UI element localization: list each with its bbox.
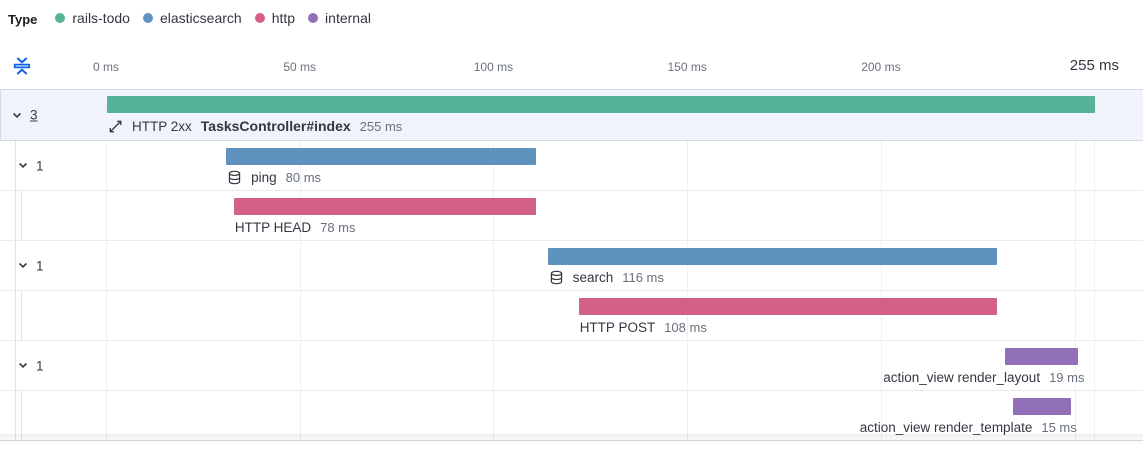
span-label: HTTP 2xx TasksController#index 255 ms [108,116,402,136]
legend-item-label: elasticsearch [159,10,242,26]
legend-item-internal[interactable]: internal [308,10,371,26]
span-bar[interactable] [107,96,1095,113]
toggle-count: 1 [36,358,44,373]
legend-item-rails-todo[interactable]: rails-todo [55,10,130,26]
span-bar[interactable] [1004,348,1079,365]
span-bar[interactable] [233,198,537,215]
span-name: search [572,269,614,285]
span-duration: 19 ms [1049,369,1085,385]
axis-tick-label: 100 ms [473,60,514,74]
gridline [299,90,301,441]
span-bar[interactable] [578,298,998,315]
legend-items: rails-todo elasticsearch http internal [55,10,384,28]
legend-title: Type [8,11,38,27]
legend-item-label: rails-todo [72,10,130,26]
fold-button[interactable] [9,53,35,79]
timeline-axis: 0 ms 50 ms 100 ms 150 ms 200 ms 255 ms [0,50,1143,89]
span-name: ping [251,169,277,185]
waterfall-row-search[interactable]: 1 search 116 ms [0,241,1143,291]
span-bar[interactable] [226,148,537,165]
accordion-toggle[interactable]: 3 [11,108,38,123]
waterfall-row-transaction[interactable]: 3 HTTP 2xx TasksController#index 255 ms [0,90,1143,141]
span-duration: 255 ms [359,118,403,134]
span-label: search 116 ms [549,267,664,287]
chevron-down-icon [17,160,29,172]
chevron-down-icon [17,360,29,372]
waterfall-row-http-post[interactable]: HTTP POST 108 ms [0,291,1143,341]
span-duration: 116 ms [622,269,664,285]
waterfall-row-http-head[interactable]: HTTP HEAD 78 ms [0,191,1143,241]
axis-tick-label: 200 ms [861,60,901,74]
indent-guide [15,291,16,340]
gridline [1074,90,1076,441]
indent-guide [15,341,16,390]
span-duration: 108 ms [664,319,707,335]
gridline [106,90,107,441]
legend-item-http[interactable]: http [254,10,296,26]
toggle-count: 3 [30,107,38,123]
indent-guide [15,191,16,240]
waterfall-row-ping[interactable]: 1 ping 80 ms [0,141,1143,191]
indent-guide [15,241,16,290]
span-bar[interactable] [1012,398,1071,415]
indent-guide [21,391,22,440]
legend-item-elasticsearch[interactable]: elasticsearch [142,10,242,26]
waterfall-row-action-view-render-layout[interactable]: 1 action_view render_layout 19 ms [0,341,1143,391]
legend-item-label: internal [325,10,371,26]
legend-dot [308,13,319,23]
accordion-toggle[interactable]: 1 [17,158,44,173]
database-icon [227,170,242,185]
span-duration: 78 ms [320,219,356,235]
chevron-down-icon [11,109,23,121]
gridline [493,90,495,441]
waterfall-row-action-view-render-template[interactable]: action_view render_template 15 ms [0,391,1143,441]
accordion-toggle[interactable]: 1 [17,358,44,373]
legend-dot [254,13,265,23]
indent-guide [15,391,16,440]
span-label: HTTP HEAD 78 ms [235,217,356,237]
span-label: action_view render_layout 19 ms [0,367,1084,387]
accordion-toggle[interactable]: 1 [17,258,44,273]
axis-tick-label: 150 ms [667,60,707,74]
span-name: action_view render_template [859,419,1033,435]
legend-dot [142,13,153,23]
transaction-icon [108,119,123,134]
waterfall: 3 HTTP 2xx TasksController#index 255 ms 1 pin… [0,89,1143,441]
axis-tick-label: 50 ms [283,60,317,74]
span-bar[interactable] [547,248,998,265]
gridline [880,90,882,441]
indent-guide [15,141,16,190]
legend-dot [55,13,66,23]
span-name: HTTP HEAD [234,219,312,235]
span-label: ping 80 ms [227,167,321,187]
span-name: TasksController#index [200,118,351,134]
indent-guide [21,291,22,340]
bottom-fade [0,434,1143,446]
axis-tick-label: 0 ms [92,60,120,74]
span-duration: 15 ms [1041,419,1077,435]
span-badge: HTTP 2xx [132,118,192,134]
span-name: HTTP POST [579,319,656,335]
database-icon [549,270,564,285]
type-legend: Type rails-todo elasticsearch http internal [8,10,384,28]
chevron-down-icon [17,260,29,272]
span-name: action_view render_layout [883,369,1041,385]
gridline [1093,90,1095,441]
toggle-count: 1 [36,258,44,273]
fold-icon [13,57,31,75]
legend-item-label: http [271,10,296,26]
toggle-count: 1 [36,158,44,173]
axis-total-duration: 255 ms [1069,57,1119,74]
gridline [687,90,689,441]
span-label: HTTP POST 108 ms [580,317,707,337]
span-label: action_view render_template 15 ms [0,417,1077,437]
span-duration: 80 ms [285,169,322,185]
indent-guide [21,191,22,240]
